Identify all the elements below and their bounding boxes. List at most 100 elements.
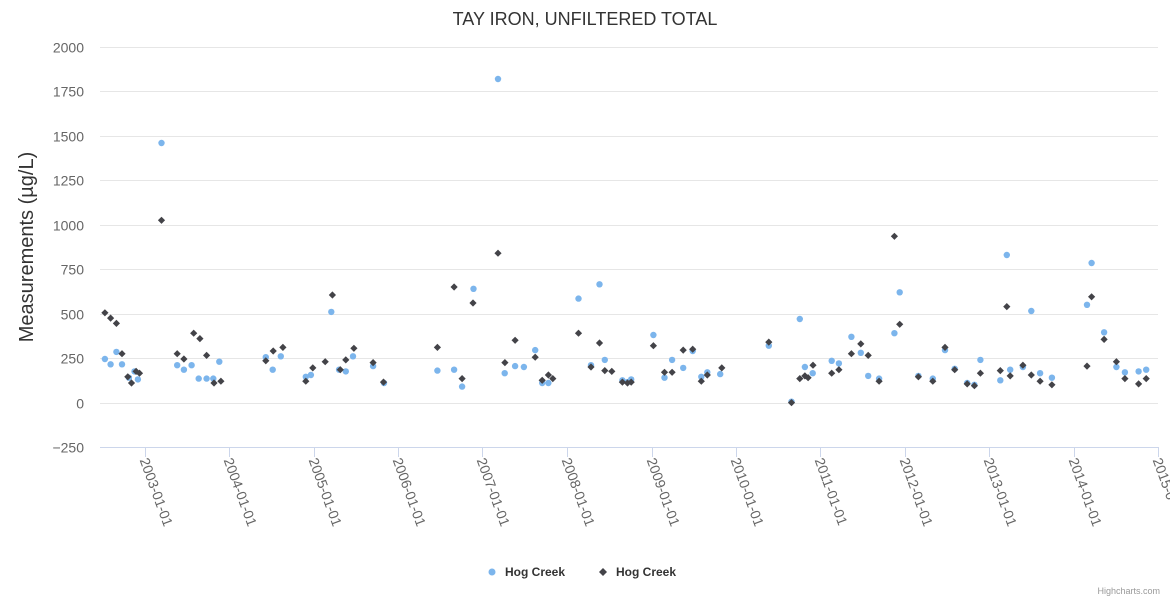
data-point-circle	[501, 370, 508, 377]
data-point-diamond	[269, 347, 277, 355]
data-point-circle	[977, 356, 984, 364]
data-point-circle	[118, 361, 126, 368]
data-point-circle	[891, 330, 898, 337]
data-point-diamond	[660, 368, 669, 376]
data-point-diamond	[1048, 381, 1056, 389]
data-point-circle	[1143, 366, 1150, 373]
data-point-diamond	[210, 379, 218, 387]
data-point-circle	[545, 379, 552, 387]
data-point-diamond	[132, 367, 140, 375]
data-point-circle	[1088, 259, 1095, 267]
data-point-diamond	[180, 355, 188, 363]
legend-item-series-2[interactable]: Hog Creek	[599, 565, 676, 579]
data-point-diamond	[112, 319, 120, 327]
data-point-circle	[188, 362, 195, 369]
y-tick-label: 0	[76, 396, 84, 412]
data-point-diamond	[914, 373, 922, 381]
legend-label-series-2: Hog Creek	[616, 565, 676, 579]
data-point-diamond	[679, 346, 687, 354]
y-tick-label: 2000	[53, 40, 84, 56]
data-point-circle	[601, 356, 608, 364]
data-point-diamond	[896, 320, 904, 328]
data-point-circle	[158, 139, 165, 147]
y-axis: −250 0 250 500 750 1000 1250 1500 1750 2000	[52, 40, 84, 456]
data-point-diamond	[1036, 377, 1044, 385]
data-point-circle	[1135, 368, 1142, 375]
data-point-diamond	[217, 377, 225, 385]
data-point-circle	[101, 355, 109, 363]
y-tick-label: 1500	[53, 129, 84, 145]
y-tick-label: 1750	[53, 84, 84, 100]
data-point-circle	[575, 295, 582, 302]
data-point-circle	[1036, 370, 1044, 377]
data-point-circle	[661, 374, 668, 381]
legend-marker-circle	[488, 568, 496, 576]
data-point-diamond	[328, 291, 336, 299]
data-point-diamond	[196, 335, 204, 343]
data-point-diamond	[549, 375, 557, 383]
data-point-circle	[1003, 251, 1010, 259]
data-point-circle	[277, 353, 284, 360]
data-point-circle	[848, 333, 855, 340]
data-point-diamond	[458, 375, 466, 383]
credits-link[interactable]: Highcharts.com	[1097, 586, 1160, 596]
y-axis-title: Measurements (µg/L)	[16, 152, 38, 342]
legend-marker-diamond	[599, 568, 607, 576]
data-point-circle	[328, 308, 335, 316]
data-point-diamond	[801, 372, 809, 380]
data-point-diamond	[531, 353, 539, 361]
data-point-diamond	[1019, 361, 1027, 369]
data-point-circle	[450, 366, 458, 373]
data-point-diamond	[379, 378, 388, 386]
data-point-circle	[180, 366, 188, 373]
data-point-circle	[1028, 307, 1035, 315]
data-point-circle	[195, 375, 202, 382]
data-point-circle	[1007, 366, 1014, 373]
data-point-diamond	[804, 374, 812, 382]
data-point-diamond	[963, 380, 971, 388]
data-point-circle	[520, 363, 528, 371]
data-point-circle	[342, 368, 349, 375]
data-point-circle	[434, 367, 441, 374]
data-point-diamond	[875, 377, 883, 385]
data-point-circle	[796, 315, 803, 323]
data-point-circle	[865, 372, 872, 380]
data-point-diamond	[1027, 371, 1035, 379]
data-point-circle	[857, 349, 864, 356]
legend-item-series-1[interactable]: Hog Creek	[488, 565, 566, 579]
data-point-diamond	[173, 350, 181, 358]
data-point-diamond	[450, 283, 458, 291]
data-point-diamond	[494, 249, 502, 257]
data-point-diamond	[1112, 358, 1120, 366]
data-point-circle	[210, 375, 217, 382]
data-point-diamond	[703, 371, 711, 379]
data-point-circle	[835, 360, 843, 367]
data-point-diamond	[864, 351, 872, 359]
data-point-diamond	[538, 376, 546, 384]
grid-lines	[100, 47, 1158, 448]
data-point-diamond	[1135, 380, 1143, 388]
data-point-diamond	[835, 366, 843, 374]
data-point-circle	[216, 358, 223, 365]
data-point-circle	[717, 370, 724, 378]
data-point-diamond	[809, 361, 817, 369]
plot-series	[101, 75, 1150, 407]
data-point-diamond	[796, 375, 804, 383]
data-point-diamond	[1006, 372, 1014, 380]
data-point-diamond	[847, 350, 855, 358]
data-point-circle	[1048, 374, 1056, 381]
data-point-diamond	[336, 366, 344, 374]
data-point-diamond	[595, 339, 604, 347]
y-tick-label: 250	[61, 351, 85, 367]
data-point-circle	[896, 289, 903, 296]
data-point-diamond	[279, 343, 287, 351]
data-point-diamond	[302, 377, 310, 385]
data-point-circle	[809, 370, 816, 377]
data-point-diamond	[135, 369, 144, 377]
data-point-diamond	[649, 342, 657, 350]
data-point-diamond	[1003, 303, 1011, 311]
y-tick-label: 750	[61, 262, 85, 278]
data-point-diamond	[574, 329, 583, 337]
data-point-diamond	[890, 232, 898, 240]
